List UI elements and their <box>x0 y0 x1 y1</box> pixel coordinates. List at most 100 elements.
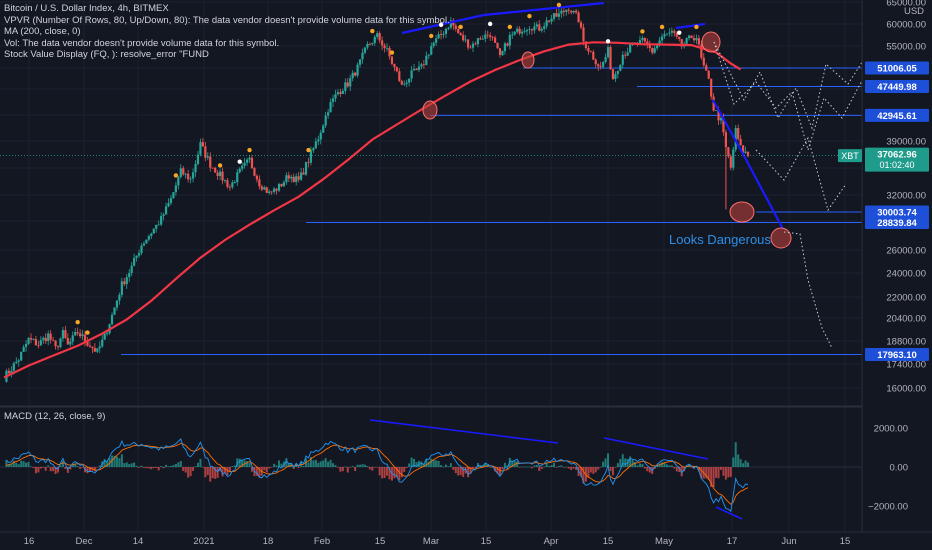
candle-body <box>140 245 143 254</box>
macd-histogram-bar <box>614 467 617 468</box>
macd-histogram-bar <box>435 460 438 467</box>
macd-histogram-bar <box>192 467 195 471</box>
macd-histogram-bar <box>115 456 118 467</box>
macd-histogram-bar <box>125 462 128 467</box>
candle-body <box>351 72 354 79</box>
candle-body <box>71 335 74 342</box>
candle-body <box>533 26 536 31</box>
macd-histogram-bar <box>118 458 121 467</box>
candle-body <box>91 346 94 349</box>
candle-body <box>741 145 745 153</box>
candle-body <box>24 343 28 347</box>
candle-body <box>49 333 52 340</box>
macd-histogram-bar <box>150 467 153 470</box>
macd-histogram-bar <box>629 456 632 467</box>
candle-body <box>61 330 65 339</box>
price-candles <box>5 6 750 383</box>
macd-histogram-bar <box>570 467 573 470</box>
candle-body <box>300 172 303 180</box>
candle-body <box>86 341 89 346</box>
candle-body <box>120 281 123 295</box>
macd-histogram-bar <box>690 467 693 468</box>
macd-histogram-bar <box>722 467 725 476</box>
trend-lines[interactable] <box>369 1 784 520</box>
macd-histogram-bar <box>302 466 305 467</box>
macd-histogram-bar <box>403 467 406 472</box>
candle-body <box>390 56 394 64</box>
macd-histogram-bar <box>317 462 320 467</box>
macd-pane <box>0 438 862 513</box>
macd-histogram-bar <box>742 463 745 467</box>
candle-body <box>692 38 696 41</box>
trend-line <box>675 22 706 30</box>
candle-body <box>34 339 38 346</box>
candle-body <box>562 10 565 12</box>
x-tick-label: Mar <box>423 536 439 547</box>
macd-histogram-bar <box>373 467 376 468</box>
macd-histogram-bar <box>106 461 109 467</box>
macd-histogram-bar <box>138 467 141 468</box>
macd-histogram-bar <box>550 465 553 467</box>
candle-body <box>658 40 661 44</box>
macd-histogram-bar <box>427 461 430 467</box>
candle-body <box>206 156 209 158</box>
candle-body <box>405 82 408 84</box>
macd-histogram-bar <box>643 467 646 469</box>
macd-histogram-bar <box>172 465 175 467</box>
candle-body <box>182 168 185 175</box>
candle-body <box>211 167 214 169</box>
candle-body <box>746 151 750 157</box>
candle-body <box>238 168 241 173</box>
candle-body <box>253 168 256 176</box>
signal-dot <box>237 159 242 164</box>
candle-body <box>363 47 367 53</box>
macd-histogram-bar <box>656 465 659 467</box>
macd-histogram-bar <box>130 463 133 467</box>
candle-body <box>216 172 219 176</box>
trend-line <box>715 506 743 520</box>
macd-histogram-bar <box>363 464 366 467</box>
candle-body <box>189 178 192 180</box>
signal-dot <box>217 163 223 168</box>
candle-body <box>167 203 170 207</box>
candle-body <box>432 42 435 47</box>
candle-body <box>449 20 452 28</box>
macd-histogram-bar <box>359 464 362 467</box>
macd-histogram-bar <box>103 459 106 467</box>
svd-legend: Stock Value Display (FQ, ): resolve_erro… <box>4 49 209 61</box>
candle-body <box>96 348 99 352</box>
macd-histogram-bar <box>314 459 317 467</box>
horizontal-levels[interactable] <box>121 67 862 356</box>
candle-body <box>7 370 11 374</box>
trend-line <box>369 419 559 444</box>
macd-histogram-bar <box>474 467 477 468</box>
candle-body <box>368 43 371 45</box>
candle-body <box>737 127 740 139</box>
candle-body <box>410 70 413 79</box>
macd-histogram-bar <box>705 467 708 479</box>
signal-dot <box>389 50 395 55</box>
candle-body <box>356 64 359 76</box>
macd-histogram-bar <box>255 467 258 476</box>
macd-histogram-bar <box>665 464 668 467</box>
y-tick-label: 39000.00 <box>886 137 926 148</box>
macd-histogram-bar <box>221 467 224 477</box>
signal-dot <box>694 24 699 30</box>
level-price-box <box>865 61 929 75</box>
macd-histogram-bar <box>15 462 18 467</box>
macd-histogram-bar <box>648 467 651 473</box>
signal-dot <box>306 147 311 153</box>
candle-body <box>285 175 288 183</box>
candle-body <box>142 243 146 246</box>
candle-body <box>663 34 666 37</box>
macd-histogram-bar <box>634 462 637 467</box>
macd-histogram-bar <box>69 467 72 470</box>
macd-histogram-bar <box>336 467 339 468</box>
macd-histogram-bar <box>214 467 217 479</box>
macd-histogram-bar <box>744 460 747 467</box>
candle-body <box>184 173 187 175</box>
candle-body <box>430 46 433 55</box>
macd-histogram-bar <box>22 461 25 467</box>
macd-histogram-bar <box>697 467 700 472</box>
level-price-label: 17963.10 <box>877 350 917 361</box>
